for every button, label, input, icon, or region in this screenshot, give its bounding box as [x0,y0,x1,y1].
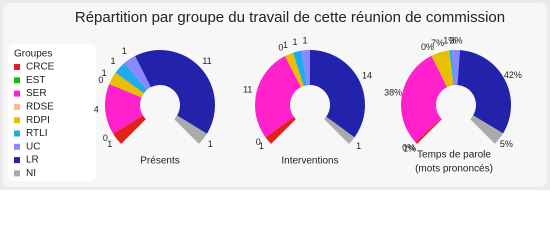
slice-label: 11 [202,56,211,66]
legend-box [8,44,96,181]
legend-title: Groupes [14,49,52,60]
slice-label: 1 [259,141,264,151]
legend-swatch [14,77,20,84]
legend-swatch [14,103,20,110]
pie-slice [324,116,355,144]
slice-label: 1% [403,144,416,154]
slice-label: 1 [122,46,127,56]
chart: Répartition par groupe du travail de cet… [0,0,550,190]
pie-slice [254,55,301,138]
slice-label: 1 [110,56,115,66]
legend-label: LR [26,155,39,166]
slice-label: 0 [278,42,283,52]
slice-label: 11 [243,84,252,94]
legend-label: EST [26,75,45,86]
slice-label: 1% [443,36,456,46]
pie-slice [301,50,310,86]
slice-label: 1 [293,37,298,47]
legend-swatch [14,64,20,70]
slice-label: 5% [500,139,513,149]
pie-title: (mots prononcés) [415,164,493,175]
slice-label: 0 [256,137,261,147]
pie-slice [265,116,296,144]
pie-title: Présents [140,156,179,167]
legend-label: NI [26,168,36,179]
legend-swatch [14,143,20,150]
pie-slice [124,55,151,90]
slice-label: 3% [449,35,462,45]
pie-slice [451,50,461,86]
legend-swatch [14,90,20,97]
pie-slice [113,115,146,144]
legend-swatch [14,170,20,177]
pie-slice [135,50,215,134]
legend-swatch [14,117,20,124]
slice-label: 4 [94,104,99,114]
legend-label: CRCE [26,62,55,73]
slice-label: 1 [107,139,112,149]
slice-label: 7% [431,38,444,48]
legend-label: RDSE [26,102,54,113]
slice-label: 1 [102,68,107,78]
legend-label: UC [26,141,40,152]
legend-swatch [14,130,20,137]
pie-title: Temps de parole [417,150,491,161]
pie-title: Interventions [281,156,338,167]
slice-label: 0 [103,133,108,143]
pie-slice [293,50,307,86]
slice-label: 1 [302,36,307,46]
pie-slice [431,50,454,88]
slice-label: 0% [421,42,434,52]
slice-label: 38% [384,88,402,98]
slice-label: 1 [356,141,361,151]
pie-slice [109,72,144,98]
chart-title: Répartition par groupe du travail de cet… [75,9,505,26]
slice-label: 0% [402,142,415,152]
pie-slice [415,118,442,144]
pie-slice [104,83,143,134]
pie-slice [285,52,304,88]
pie-slice [401,55,448,142]
legend-label: RTLI [26,128,48,139]
slice-label: 42% [504,70,522,80]
pie-slice [470,115,504,144]
pie-slice [449,50,455,86]
slice-label: 0 [98,75,103,85]
slice-label: 14 [362,70,372,80]
pie-slice [115,63,148,94]
pie-slice [310,50,365,138]
legend-label: SER [26,88,47,99]
pie-slice [457,50,511,134]
pie-slice [174,115,207,144]
legend-label: RDPI [26,115,50,126]
legend-swatch [14,157,20,164]
slice-label: 1 [283,40,288,50]
slice-label: 1 [208,139,213,149]
